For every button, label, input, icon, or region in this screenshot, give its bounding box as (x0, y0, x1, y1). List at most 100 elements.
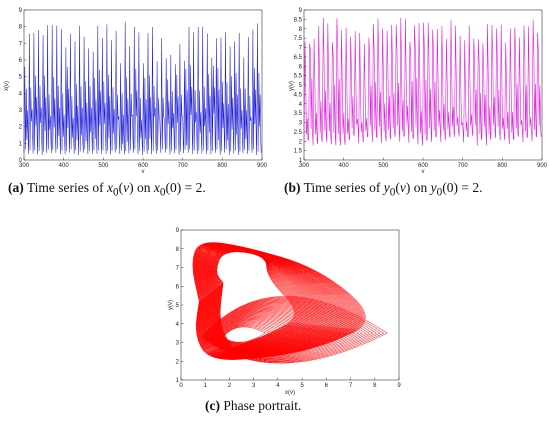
panel-b-y-tick-label: 1 (299, 158, 303, 164)
panel-c-inner-loop (219, 322, 284, 346)
panel-c-y-tick-label: 7 (176, 266, 180, 272)
panel-c-x-tick-label: 3 (252, 383, 256, 389)
panel-c-y-tick-label: 1 (176, 378, 180, 384)
panel-c-x-tick-label: 4 (276, 383, 280, 389)
panel-b-x-tick-label: 600 (418, 163, 429, 169)
panel-c-y-tick-label: 4 (176, 322, 180, 328)
panel-c-ylabel: y(v) (168, 300, 174, 310)
panel-b-chart: 300 400 500 600 700 800 900 1 1.5 2 2.5 3 3.5 4 4.5 5 5… (289, 8, 548, 175)
panel-a-series-x0 (23, 21, 262, 156)
panel-c-inner-loop (219, 321, 288, 347)
caption-c: (c) Phase portrait. (205, 398, 301, 414)
panel-a-x-tick-label: 300 (19, 163, 30, 169)
panel-c-loop (203, 246, 335, 355)
panel-b-y-tick-label: 6 (299, 64, 303, 70)
panel-c-loop (202, 246, 336, 355)
panel-c-inner-loop (222, 326, 266, 343)
panel-c-loop (201, 245, 339, 356)
caption-b-v1: v (399, 180, 406, 195)
panel-a-y-tick-label: 9 (19, 8, 23, 14)
panel-b-x-ticks: 300 400 500 600 700 800 900 (299, 157, 548, 169)
caption-a-end: (0) = 2. (165, 180, 206, 195)
caption-a-s1: 0 (113, 186, 119, 199)
panel-a-y-tick-label: 1 (19, 141, 23, 147)
panel-c-y-tick-label: 6 (176, 284, 180, 290)
panel-c-inner-loop (203, 298, 377, 362)
panel-c-inner-loop (202, 297, 385, 363)
caption-a-v1: v (123, 180, 130, 195)
panel-c-inner-loop (221, 324, 273, 344)
panel-b-xlabel: v (422, 169, 425, 175)
panel-c-inner-loop (209, 306, 345, 357)
panel-c-inner-loop (205, 302, 363, 360)
panel-a-x-tick-label: 400 (59, 163, 70, 169)
caption-c-label: (c) (205, 398, 220, 413)
panel-c-inner-loop (214, 314, 316, 352)
panel-b-y-tick-label: 3.5 (294, 111, 303, 117)
panel-c-inner-loop (207, 305, 352, 358)
panel-c-inner-loop (212, 311, 327, 353)
panel-c-x-tick-label: 6 (325, 383, 329, 389)
caption-a-s2: 0 (159, 186, 166, 199)
panel-b-y-ticks: 1 1.5 2 2.5 3 3.5 4 4.5 5 5.5 6 6.5 7 7.5 8 8.5 9 (294, 8, 307, 164)
panel-c-inner-loop (218, 320, 291, 347)
panel-c-inner-loop (221, 323, 277, 345)
panel-c-inner-loop (209, 307, 342, 356)
panel-c-x-tick-label: 1 (204, 383, 208, 389)
panel-c-inner-loop (213, 313, 320, 352)
panel-c-loop (200, 245, 343, 357)
panel-a-line (23, 21, 262, 156)
panel-b-y-tick-label: 7.5 (294, 36, 303, 42)
panel-b-x-tick-label: 400 (339, 163, 350, 169)
panel-c-inner-loop (216, 317, 302, 349)
caption-a: (a) Time series of x0(v) on x0(0) = 2. (8, 180, 206, 199)
panel-c-inner-loop (217, 319, 295, 348)
panel-a-y-tick-label: 4 (19, 91, 23, 97)
caption-b-label: (b) (284, 180, 301, 195)
panel-a-y-tick-label: 7 (19, 41, 23, 47)
panel-b-y-tick-label: 4.5 (294, 92, 303, 98)
panel-c-x-tick-label: 8 (373, 383, 377, 389)
panel-a-chart: 300 400 500 600 700 800 900 0 1 2 3 4 5 6 7 8 9 v x(v) (4, 8, 268, 175)
panel-c-inner-loop (204, 299, 374, 361)
caption-a-label: (a) (8, 180, 24, 195)
panel-c-inner-loop (215, 315, 309, 350)
caption-b-mid2: ) on (405, 180, 431, 195)
panel-a-ylabel: x(v) (4, 81, 10, 91)
panel-a-x-tick-label: 700 (178, 163, 189, 169)
panel-c-inner-loop (208, 306, 349, 357)
panel-c-loop (205, 247, 329, 354)
panel-a-y-ticks: 0 1 2 3 4 5 6 7 8 9 (19, 8, 27, 164)
panel-c-y-tick-label: 3 (176, 341, 180, 347)
caption-b-s2: 0 (436, 186, 443, 199)
panel-c-loop (205, 247, 328, 354)
panel-b-y-tick-label: 2 (299, 139, 303, 145)
panel-c-loop (204, 246, 332, 355)
panel-a-x-tick-label: 800 (217, 163, 228, 169)
panel-a-y-tick-label: 3 (19, 108, 23, 114)
panel-c-x-tick-label: 7 (349, 383, 353, 389)
panel-c-y-ticks: 1 2 3 4 5 6 7 8 9 (176, 228, 184, 384)
panel-b-y-tick-label: 9 (299, 8, 303, 14)
panel-b-ylabel: y(v) (289, 81, 295, 91)
panel-b-y-tick-label: 1.5 (294, 149, 303, 155)
panel-c-inner-loop (201, 296, 388, 364)
panel-b-y-tick-label: 3 (299, 121, 303, 127)
caption-b-pre: Time series of (300, 180, 384, 195)
panel-c-inner-loop (216, 316, 306, 350)
caption-b-f2: y (430, 180, 437, 195)
panel-c-inner-loop (204, 300, 370, 361)
panel-a-y-tick-label: 0 (19, 158, 23, 164)
panel-b-y-tick-label: 8 (299, 27, 303, 33)
caption-a-f1: x (107, 180, 114, 195)
panel-a-x-tick-label: 600 (138, 163, 149, 169)
panel-a-y-tick-label: 6 (19, 58, 23, 64)
panel-a-y-tick-label: 2 (19, 125, 23, 131)
caption-b-f1: y (383, 180, 390, 195)
panel-c-inner-loop (222, 325, 270, 343)
panel-b-y-tick-label: 2.5 (294, 130, 303, 136)
panel-c-inner-loop (202, 297, 381, 363)
